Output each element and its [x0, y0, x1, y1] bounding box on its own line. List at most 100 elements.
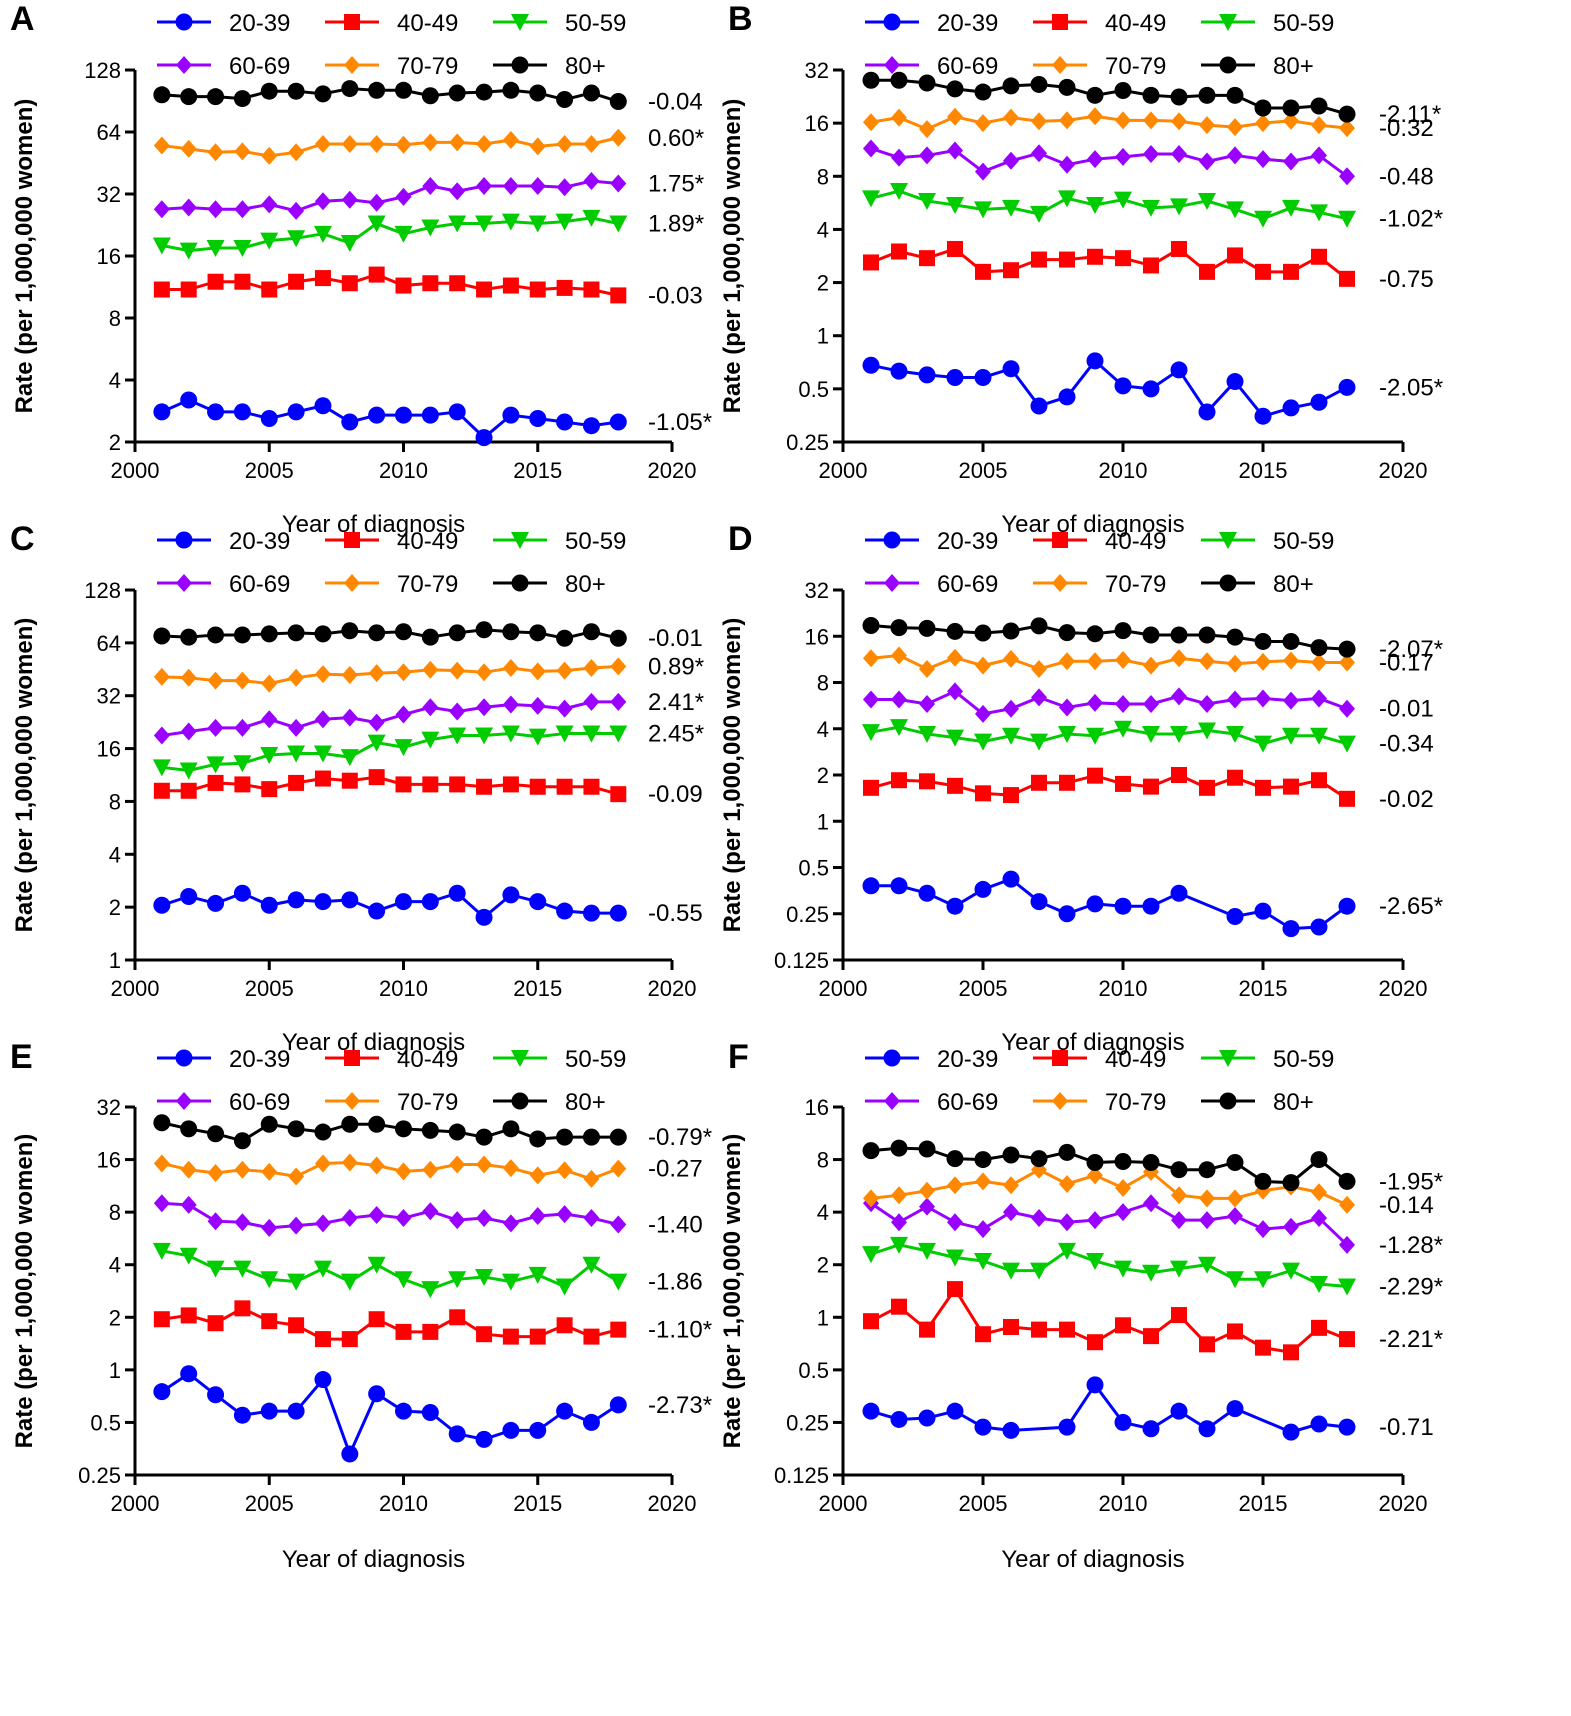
data-point [1171, 240, 1187, 257]
data-point [1143, 656, 1159, 675]
data-point [1058, 624, 1076, 642]
series-line [161, 272, 619, 297]
series-line [871, 877, 1348, 931]
data-point [1031, 1209, 1047, 1228]
data-point [260, 1271, 279, 1289]
data-point [368, 266, 385, 283]
data-point [395, 1323, 412, 1340]
data-point [233, 90, 251, 108]
x-tick-label: 2015 [1239, 1491, 1288, 1516]
data-point [1059, 1174, 1075, 1193]
series-70-79: -0.27 [153, 1153, 703, 1188]
data-point [153, 281, 170, 298]
data-point [448, 884, 466, 902]
data-point [422, 133, 439, 152]
data-point [946, 197, 964, 215]
y-tick-label: 8 [817, 164, 829, 189]
data-point [1142, 626, 1160, 644]
data-point [1087, 693, 1103, 712]
apc-label: -2.73* [648, 1392, 712, 1419]
x-tick-label: 2010 [1099, 976, 1148, 1001]
data-point [919, 250, 935, 267]
legend-marker [884, 574, 900, 592]
data-point [1086, 1376, 1104, 1394]
legend-entry: 20-39 [157, 10, 290, 37]
data-point [1254, 210, 1272, 228]
data-point [288, 143, 305, 162]
data-point [1115, 775, 1131, 792]
data-point [234, 1160, 251, 1179]
data-point [341, 1209, 358, 1228]
data-point [368, 81, 386, 99]
data-point [475, 1128, 493, 1146]
data-point [233, 239, 252, 257]
data-point [975, 1172, 991, 1191]
data-point [180, 1307, 197, 1324]
data-point [449, 702, 466, 721]
data-point [529, 696, 546, 715]
series-40-49: -0.09 [153, 769, 703, 808]
y-axis-label: Rate (per 1,000,000 women) [11, 99, 38, 414]
data-point [501, 1273, 520, 1291]
data-point [1058, 905, 1076, 923]
y-tick-label: 4 [109, 368, 121, 393]
data-point [314, 270, 331, 287]
data-point [502, 131, 519, 150]
data-point [1002, 77, 1020, 95]
data-point [260, 747, 279, 765]
data-point [609, 904, 627, 922]
data-point [502, 406, 520, 424]
data-point [288, 668, 305, 687]
data-point [368, 1311, 385, 1328]
data-point [556, 91, 574, 109]
data-point [395, 1162, 412, 1181]
data-point [529, 1166, 546, 1185]
data-point [1058, 725, 1076, 743]
data-point [314, 397, 332, 415]
data-point [891, 243, 907, 260]
data-point [946, 1150, 964, 1168]
legend-entry: 40-49 [325, 1046, 458, 1073]
data-point [476, 176, 493, 195]
data-point [1254, 407, 1272, 425]
data-point [529, 1328, 546, 1345]
legend-marker [344, 574, 360, 592]
data-point [862, 71, 880, 89]
legend-marker [344, 1092, 360, 1110]
data-point [1198, 1420, 1216, 1438]
legend-entry: 60-69 [157, 53, 290, 80]
data-point [1170, 1402, 1188, 1420]
y-tick-label: 16 [805, 111, 829, 136]
data-point [153, 627, 171, 645]
data-point [1115, 1203, 1131, 1222]
data-point [1282, 1262, 1300, 1280]
data-point [582, 725, 601, 743]
data-point [1002, 1146, 1020, 1164]
legend: 20-39 40-49 50-59 60-69 70-79 80+ [865, 10, 1334, 80]
data-point [341, 275, 358, 292]
legend-marker [883, 1049, 901, 1067]
series-70-79: -0.17 [863, 646, 1434, 678]
panel-a: A 2 4 8 16 32 64 128 2000 2005 2010 2015 2020 Year of… [10, 0, 712, 538]
data-point [233, 755, 252, 773]
data-point [974, 201, 992, 219]
data-point [529, 281, 546, 298]
data-point [975, 656, 991, 675]
data-point [153, 1311, 170, 1328]
data-point [288, 201, 305, 220]
data-point [448, 84, 466, 102]
y-tick-label: 8 [817, 671, 829, 696]
panel-letter: B [728, 0, 753, 38]
legend-marker [176, 1092, 192, 1110]
data-point [1310, 639, 1328, 657]
data-point [1227, 654, 1243, 673]
data-point [476, 1209, 493, 1228]
legend-label: 40-49 [1105, 1046, 1166, 1073]
data-point [314, 1154, 331, 1173]
series-50-59: -1.86 [152, 1242, 703, 1299]
legend-marker [511, 14, 529, 31]
x-tick-label: 2020 [1379, 1491, 1428, 1516]
series-80+: -0.04 [153, 80, 703, 116]
data-point [919, 773, 935, 790]
data-point [610, 657, 627, 676]
